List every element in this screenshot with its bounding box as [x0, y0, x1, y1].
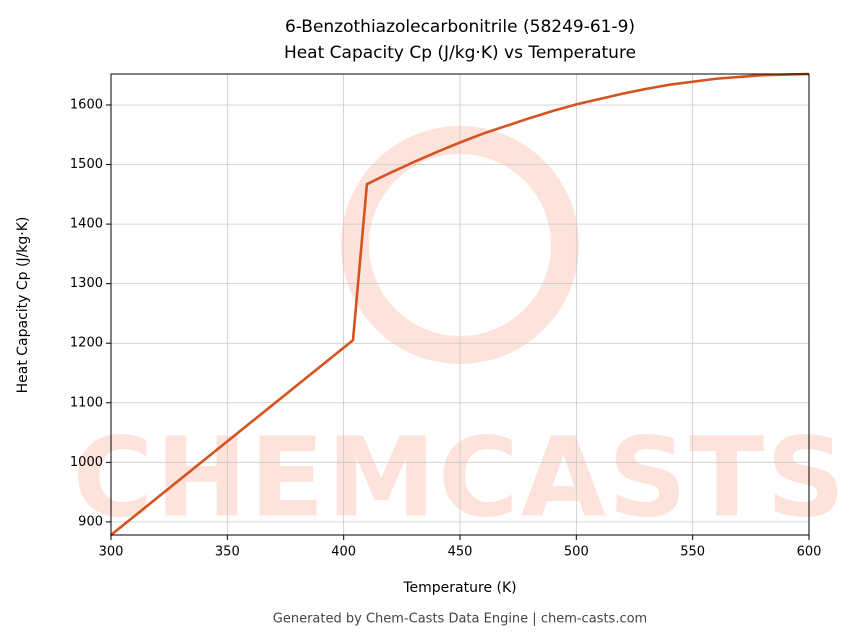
- footer: Generated by Chem-Casts Data Engine | ch…: [273, 612, 647, 627]
- y-tick-label: 1100: [70, 395, 103, 410]
- y-tick-label: 1400: [70, 217, 103, 232]
- x-tick-label: 450: [448, 545, 473, 560]
- x-tick-label: 350: [215, 545, 240, 560]
- y-axis-label: Heat Capacity Cp (J/kg·K): [15, 217, 31, 394]
- line: [110, 72, 810, 537]
- chart-title: 6-Benzothiazolecarbonitrile (58249-61-9): [285, 17, 635, 37]
- y-tick-label: 1600: [70, 97, 103, 112]
- y-tick-label: 900: [78, 514, 103, 529]
- watermark: CHEMCASTS: [73, 413, 843, 541]
- x-tick-label: 300: [99, 545, 124, 560]
- x-tick-label: 550: [680, 545, 705, 560]
- x-tick-label: 400: [331, 545, 356, 560]
- x-tick-label: 600: [797, 545, 822, 560]
- chart-subtitle: Heat Capacity Cp (J/kg·K) vs Temperature: [284, 43, 636, 63]
- x-axis-label: Temperature (K): [402, 580, 516, 596]
- x-tick-label: 500: [564, 545, 589, 560]
- y-tick-label: 1500: [70, 157, 103, 172]
- y-tick-label: 1000: [70, 455, 103, 470]
- plot-frame: [110, 73, 810, 536]
- y-tick-label: 1300: [70, 276, 103, 291]
- y-tick-label: 1200: [70, 336, 103, 351]
